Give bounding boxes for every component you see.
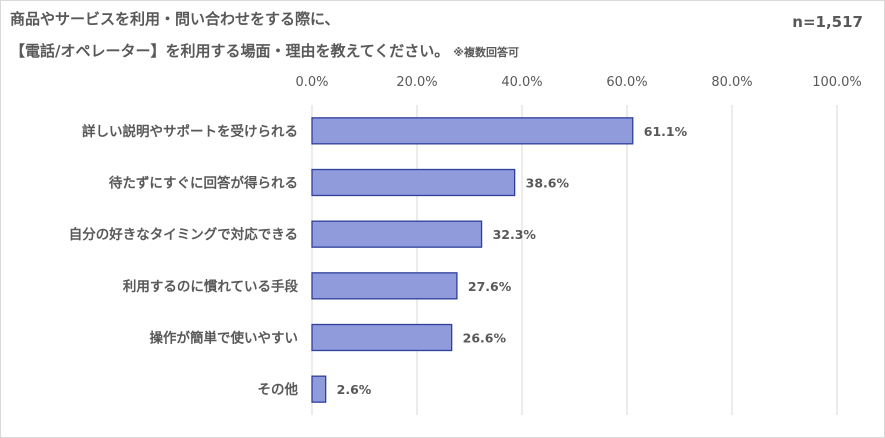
multiple-answer-note: ※複数回答可 <box>453 46 519 59</box>
bar <box>311 220 483 248</box>
data-label: 32.3% <box>493 227 537 242</box>
x-tick-label: 100.0% <box>812 75 862 90</box>
category-label: その他 <box>258 381 299 398</box>
category-label: 詳しい説明やサポートを受けられる <box>82 123 298 140</box>
x-tick-label: 0.0% <box>295 75 328 90</box>
chart-title-line2: 【電話/オペレーター】を利用する場面・理由を教えてください。 ※複数回答可 <box>10 40 519 61</box>
chart-title-line1: 商品やサービスを利用・問い合わせをする際に、 <box>10 10 340 28</box>
x-tick-label: 40.0% <box>501 75 542 90</box>
bar <box>311 117 634 145</box>
x-tick-label: 60.0% <box>606 75 647 90</box>
x-tick-label: 80.0% <box>711 75 752 90</box>
category-label: 利用するのに慣れている手段 <box>123 278 299 295</box>
data-label: 26.6% <box>463 331 507 346</box>
bar <box>311 323 453 352</box>
data-label: 27.6% <box>468 279 512 294</box>
data-label: 38.6% <box>526 176 570 191</box>
sample-size-label: n=1,517 <box>792 13 863 31</box>
bar <box>311 375 327 403</box>
bar <box>311 272 458 300</box>
category-label: 待たずにすぐに回答が得られる <box>109 175 298 192</box>
category-label: 自分の好きなタイミングで対応できる <box>69 226 298 243</box>
x-tick-label: 20.0% <box>396 75 437 90</box>
bar <box>311 168 516 197</box>
chart-title-text: 【電話/オペレーター】を利用する場面・理由を教えてください。 <box>10 42 450 60</box>
data-label: 61.1% <box>644 124 688 139</box>
data-label: 2.6% <box>337 382 372 397</box>
category-label: 操作が簡単で使いやすい <box>150 330 299 347</box>
